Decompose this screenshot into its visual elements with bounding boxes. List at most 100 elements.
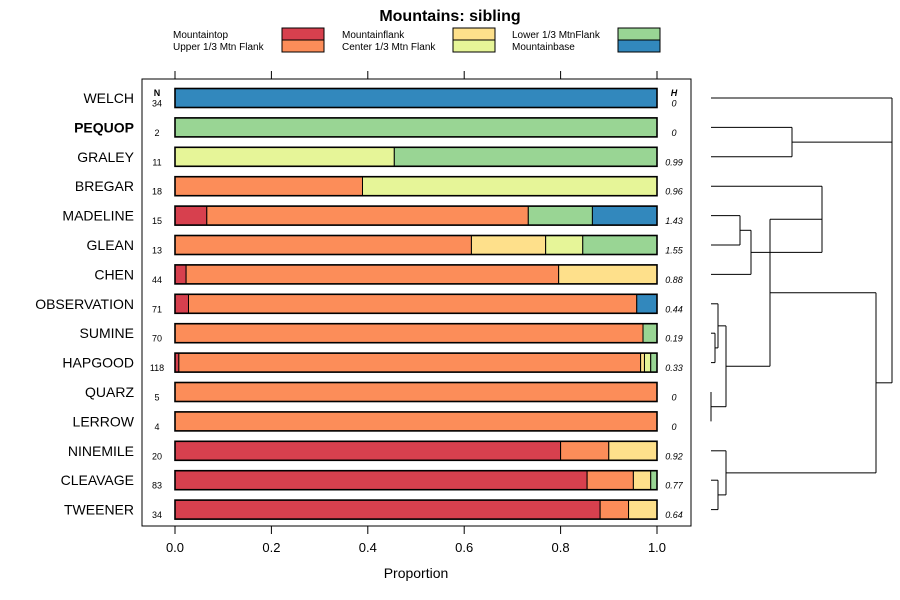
bar-segment	[632, 470, 652, 491]
bar-segment	[628, 499, 658, 520]
h-value: 0.88	[665, 275, 683, 285]
x-tick-label: 0.4	[359, 540, 377, 555]
bar-segment	[560, 440, 610, 461]
h-value: 0.44	[665, 304, 683, 314]
legend-swatch	[617, 39, 661, 53]
legend-item-upper-flank: Upper 1/3 Mtn Flank	[173, 39, 325, 53]
bar-segment	[545, 235, 584, 255]
h-value: 0	[671, 99, 676, 109]
bar-outline	[174, 175, 658, 197]
bar-row	[174, 381, 658, 403]
bar-segment	[586, 470, 634, 491]
n-column-header: N	[154, 88, 161, 98]
n-value: 13	[152, 246, 162, 256]
n-value: 18	[152, 187, 162, 197]
h-value: 0.92	[665, 451, 683, 461]
n-value: 34	[152, 510, 162, 520]
bar-row	[174, 352, 658, 373]
bar-segment	[174, 264, 187, 285]
category-label: SUMINE	[80, 325, 134, 341]
h-value: 0.96	[665, 187, 683, 197]
n-value: 20	[152, 451, 162, 461]
bar-segment	[174, 146, 395, 167]
n-value: 83	[152, 481, 162, 491]
legend-item-mountainbase: Mountainbase	[512, 39, 661, 53]
chart-title: Mountains: sibling	[379, 8, 520, 25]
bar-outline	[174, 411, 658, 432]
category-label: QUARZ	[85, 384, 134, 400]
h-column-header: H	[671, 88, 678, 98]
x-tick-label: 0.6	[455, 540, 473, 555]
category-label: BREGAR	[75, 178, 134, 194]
bar-segment	[174, 470, 588, 491]
bar-segment	[599, 499, 630, 520]
n-value: 5	[154, 393, 159, 403]
bar-segment	[174, 499, 601, 520]
x-axis-label: Proportion	[384, 565, 449, 581]
category-label: CHEN	[94, 266, 134, 282]
x-tick-label: 1.0	[648, 540, 666, 555]
category-label: HAPGOOD	[62, 355, 134, 371]
legend-swatch	[617, 27, 661, 41]
bar-row	[174, 234, 658, 256]
bar-outline	[174, 234, 658, 256]
bar-segment	[174, 205, 208, 226]
legend-label: Lower 1/3 MtnFlank	[512, 30, 601, 41]
h-value: 0	[671, 393, 676, 403]
bar-outline	[174, 440, 658, 462]
category-label: PEQUOP	[74, 119, 134, 135]
n-value: 2	[154, 128, 159, 138]
legend-item-mountainflank: Mountainflank	[342, 27, 496, 41]
bar-segment	[187, 293, 638, 314]
bar-outline	[174, 117, 658, 138]
legend: Mountaintop Upper 1/3 Mtn Flank Mountain…	[173, 27, 661, 53]
bar-outline	[174, 499, 658, 520]
bar-row	[174, 146, 658, 168]
h-value: 1.43	[665, 216, 683, 226]
bars	[174, 87, 658, 520]
bar-segment	[650, 352, 658, 373]
legend-swatch	[281, 27, 325, 41]
n-value: 70	[152, 334, 162, 344]
bar-row	[174, 117, 658, 138]
bar-segment	[527, 205, 593, 226]
bar-segment	[650, 470, 658, 491]
category-label: WELCH	[83, 90, 134, 106]
bar-row	[174, 411, 658, 432]
bar-segment	[206, 205, 529, 226]
bar-segment	[174, 440, 562, 461]
n-value: 4	[154, 422, 159, 432]
bar-row	[174, 440, 658, 462]
bar-outline	[174, 87, 658, 109]
bar-segment	[640, 352, 645, 373]
category-label: MADELINE	[62, 208, 134, 224]
bar-outline	[174, 352, 658, 373]
bar-row	[174, 499, 658, 520]
n-value: 71	[152, 304, 162, 314]
x-axis-bottom: 0.0 0.2 0.4 0.6 0.8 1.0	[166, 526, 666, 555]
bar-row	[174, 175, 658, 197]
category-label: CLEAVAGE	[61, 472, 134, 488]
bar-row	[174, 293, 658, 315]
n-value: 34	[152, 99, 162, 109]
bar-segment	[608, 440, 658, 461]
bar-segment	[582, 235, 658, 255]
bar-segment	[643, 352, 652, 373]
legend-item-lower-flank: Lower 1/3 MtnFlank	[512, 27, 661, 41]
bar-segment	[174, 176, 363, 197]
legend-label: Mountainbase	[512, 42, 575, 53]
legend-label: Mountainflank	[342, 30, 405, 41]
bar-segment	[174, 117, 658, 138]
legend-label: Upper 1/3 Mtn Flank	[173, 42, 265, 53]
category-label: LERROW	[73, 413, 135, 429]
x-tick-label: 0.0	[166, 540, 184, 555]
n-value: 118	[150, 363, 164, 373]
bar-outline	[174, 469, 658, 491]
bar-outline	[174, 146, 658, 168]
category-label: NINEMILE	[68, 443, 134, 459]
bar-segment	[174, 382, 658, 402]
bar-segment	[558, 264, 658, 285]
bar-segment	[642, 323, 658, 344]
category-label: GLEAN	[87, 237, 134, 253]
legend-swatch	[281, 39, 325, 53]
